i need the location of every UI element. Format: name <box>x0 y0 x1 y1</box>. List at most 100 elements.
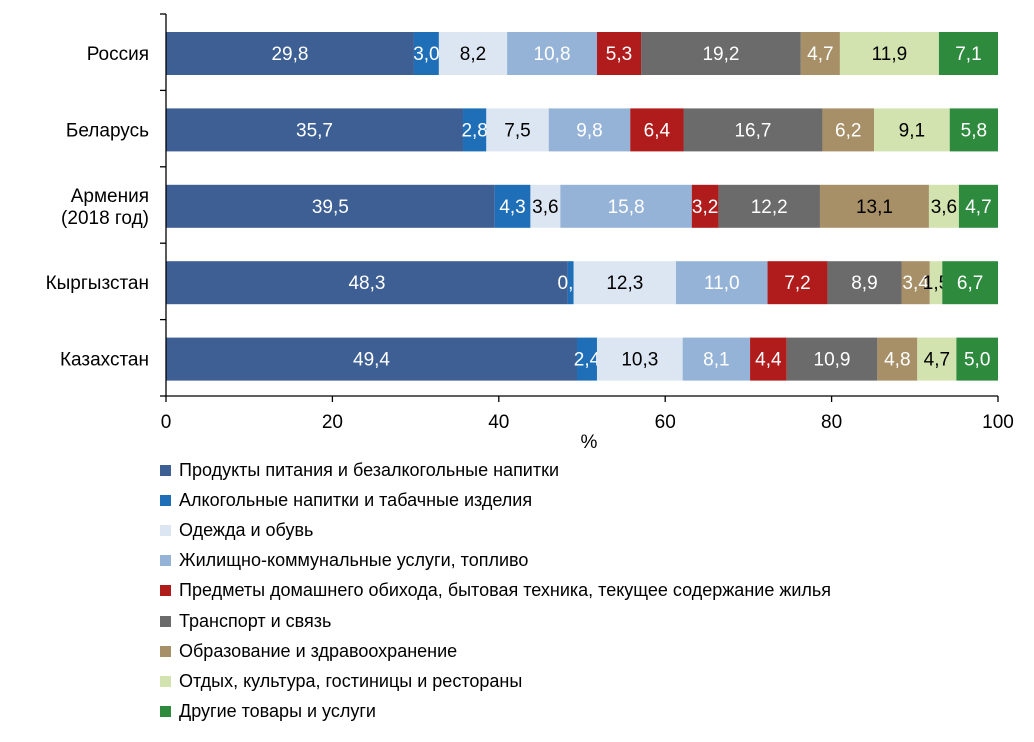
bar-segment <box>767 261 828 305</box>
bar-segment <box>786 337 878 381</box>
data-label: 49,4 <box>353 350 390 371</box>
x-tick-label: 20 <box>322 412 343 433</box>
data-label: 10,8 <box>534 44 571 65</box>
legend-swatch <box>160 464 171 476</box>
bar-segment <box>928 184 959 228</box>
bar-segment <box>577 337 597 381</box>
data-label: 12,3 <box>606 273 643 294</box>
data-label: 6,2 <box>835 120 861 141</box>
data-label: 5,3 <box>606 44 632 65</box>
bar-segment <box>958 184 998 228</box>
legend-item: Другие товары и услуги <box>160 697 831 727</box>
legend-swatch <box>160 555 171 567</box>
bar-segment <box>463 108 487 152</box>
data-label: 3,6 <box>931 197 957 218</box>
legend-swatch <box>160 645 171 657</box>
data-label: 3,6 <box>532 197 558 218</box>
legend-item: Образование и здравоохранение <box>160 636 831 666</box>
bar-segment <box>560 184 692 228</box>
bar-segment <box>819 184 929 228</box>
bar-segment <box>630 108 684 152</box>
data-label: 10,9 <box>814 350 851 371</box>
data-label: 3,0 <box>413 44 439 65</box>
bar-segment <box>166 108 464 152</box>
legend-swatch <box>160 615 171 627</box>
data-label: 9,1 <box>899 120 925 141</box>
data-label: 4,7 <box>924 350 950 371</box>
bar-segment <box>691 184 719 228</box>
data-label: 8,2 <box>460 44 486 65</box>
data-label: 11,0 <box>704 273 740 294</box>
legend-label: Одежда и обувь <box>179 519 314 540</box>
bar-segment <box>530 184 561 228</box>
data-label: 35,7 <box>296 120 333 141</box>
legend-item: Одежда и обувь <box>160 515 831 545</box>
bar-segment <box>413 32 439 75</box>
bar-segment <box>718 184 820 228</box>
data-label: 3,4 <box>902 273 929 294</box>
bar-segment <box>800 32 840 75</box>
legend-label: Образование и здравоохранение <box>179 640 458 661</box>
data-label: 2,8 <box>461 120 487 141</box>
data-label: 4,8 <box>884 350 910 371</box>
category-label: Беларусь <box>66 120 149 141</box>
data-label: 8,9 <box>851 273 877 294</box>
bar-segment <box>874 108 950 152</box>
bar-segment <box>956 337 998 381</box>
bar-segment <box>901 261 930 305</box>
bar-segment <box>942 261 998 305</box>
data-label: 5,0 <box>964 350 990 371</box>
legend: Продукты питания и безалкогольные напитк… <box>160 455 831 727</box>
bar-segment <box>938 32 998 75</box>
legend-item: Жилищно-коммунальные услуги, топливо <box>160 546 831 576</box>
bar-segment <box>676 261 768 305</box>
data-label: 11,9 <box>872 44 908 65</box>
legend-label: Транспорт и связь <box>179 610 332 631</box>
legend-swatch <box>160 494 171 506</box>
data-label: 10,3 <box>621 350 658 371</box>
bar-segment <box>166 32 414 75</box>
bar-segment <box>494 184 531 228</box>
bar-segment <box>166 184 495 228</box>
stacked-bar-chart: 29,8 3,0 8,2 10,8 5,3 19,2 4,7 11,9 7,1 35,7 2,8 7,… <box>46 13 1014 453</box>
data-label: 7,5 <box>504 120 530 141</box>
bar-segment <box>877 337 918 381</box>
bar-segment <box>682 337 751 381</box>
data-label: 7,1 <box>955 44 981 65</box>
legend-item: Продукты питания и безалкогольные напитк… <box>160 455 831 485</box>
data-label: 5,8 <box>961 120 987 141</box>
x-tick-label: 80 <box>821 412 842 433</box>
data-label: 3,2 <box>692 197 718 218</box>
bar-segment <box>839 32 939 75</box>
legend-label: Отдых, культура, гостиницы и рестораны <box>179 670 523 691</box>
legend-item: Отдых, культура, гостиницы и рестораны <box>160 666 831 696</box>
legend-label: Жилищно-коммунальные услуги, топливо <box>179 550 529 571</box>
legend-item: Транспорт и связь <box>160 606 831 636</box>
data-label: 6,4 <box>644 120 671 141</box>
legend-label: Предметы домашнего обихода, бытовая техн… <box>179 580 832 601</box>
legend-label: Другие товары и услуги <box>179 701 376 722</box>
bar-segment <box>567 261 574 305</box>
bar-segment <box>438 32 508 75</box>
bar-segment <box>573 261 677 305</box>
legend-swatch <box>160 675 171 687</box>
bar-segment <box>750 337 787 381</box>
data-label: 15,8 <box>608 197 645 218</box>
bar-segment <box>507 32 597 75</box>
x-tick-label: 40 <box>488 412 509 433</box>
legend-label: Алкогольные напитки и табачные изделия <box>179 489 533 510</box>
data-label: 2,4 <box>574 350 601 371</box>
category-label: Россия <box>87 44 149 65</box>
category-label: Казахстан <box>60 350 149 371</box>
x-axis-label: % <box>581 432 598 453</box>
legend-label: Продукты питания и безалкогольные напитк… <box>179 459 560 480</box>
data-label: 4,7 <box>807 44 833 65</box>
bar-segment <box>596 32 642 75</box>
legend-swatch <box>160 585 171 597</box>
bar-segment <box>917 337 957 381</box>
data-label: 48,3 <box>348 273 385 294</box>
bar-segment <box>822 108 875 152</box>
legend-swatch <box>160 524 171 536</box>
data-label: 4,3 <box>499 197 525 218</box>
bar-segment <box>596 337 683 381</box>
